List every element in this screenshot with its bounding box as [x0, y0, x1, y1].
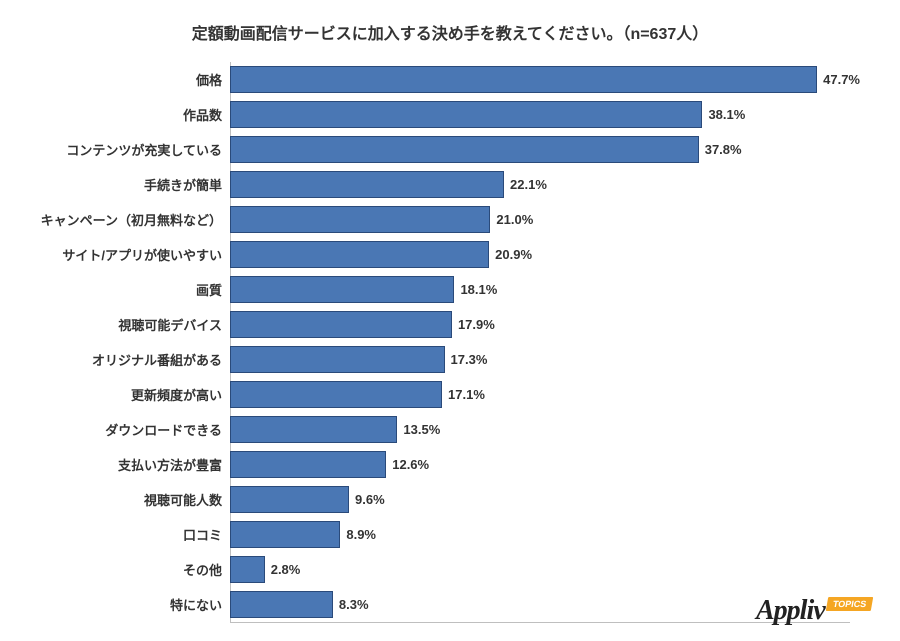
category-label: キャンペーン（初月無料など）	[40, 210, 230, 229]
value-label: 9.6%	[355, 492, 385, 507]
chart-bar	[230, 101, 702, 128]
bar-area: 2.8%	[230, 552, 860, 587]
value-label: 17.1%	[448, 387, 485, 402]
chart-row: 口コミ 8.9%	[40, 517, 860, 552]
chart-row: 支払い方法が豊富 12.6%	[40, 447, 860, 482]
chart-row: 作品数 38.1%	[40, 97, 860, 132]
chart-bar	[230, 521, 340, 548]
value-label: 22.1%	[510, 177, 547, 192]
chart-bar	[230, 276, 454, 303]
chart-bar	[230, 136, 699, 163]
chart-row: 手続きが簡単 22.1%	[40, 167, 860, 202]
chart-bar	[230, 556, 265, 583]
value-label: 17.9%	[458, 317, 495, 332]
category-label: 口コミ	[40, 525, 230, 544]
logo-badge: TOPICS	[825, 597, 873, 611]
category-label: コンテンツが充実している	[40, 140, 230, 159]
value-label: 13.5%	[403, 422, 440, 437]
value-label: 2.8%	[271, 562, 301, 577]
category-label: サイト/アプリが使いやすい	[40, 245, 230, 264]
category-label: 手続きが簡単	[40, 175, 230, 194]
bar-area: 37.8%	[230, 132, 860, 167]
bar-area: 17.3%	[230, 342, 860, 377]
bar-area: 17.9%	[230, 307, 860, 342]
category-label: 視聴可能デバイス	[40, 315, 230, 334]
chart-bar	[230, 416, 397, 443]
chart-bar	[230, 486, 349, 513]
chart-row: その他 2.8%	[40, 552, 860, 587]
value-label: 37.8%	[705, 142, 742, 157]
bar-area: 22.1%	[230, 167, 860, 202]
chart-row: キャンペーン（初月無料など） 21.0%	[40, 202, 860, 237]
bar-area: 38.1%	[230, 97, 860, 132]
chart-bar	[230, 451, 386, 478]
chart-row: サイト/アプリが使いやすい 20.9%	[40, 237, 860, 272]
category-label: 価格	[40, 70, 230, 89]
chart-row: オリジナル番組がある 17.3%	[40, 342, 860, 377]
category-label: その他	[40, 560, 230, 579]
chart-row: 視聴可能人数 9.6%	[40, 482, 860, 517]
chart-row: ダウンロードできる 13.5%	[40, 412, 860, 447]
chart-bar	[230, 206, 490, 233]
bar-area: 17.1%	[230, 377, 860, 412]
chart-title: 定額動画配信サービスに加入する決め手を教えてください。（n=637人）	[40, 20, 860, 44]
value-label: 17.3%	[451, 352, 488, 367]
category-label: 特にない	[40, 595, 230, 614]
chart-row: 特にない 8.3%	[40, 587, 860, 622]
category-label: 視聴可能人数	[40, 490, 230, 509]
bar-area: 9.6%	[230, 482, 860, 517]
value-label: 8.9%	[346, 527, 376, 542]
category-label: オリジナル番組がある	[40, 350, 230, 369]
bar-area: 12.6%	[230, 447, 860, 482]
chart-bar	[230, 381, 442, 408]
bar-area: 47.7%	[230, 62, 860, 97]
value-label: 20.9%	[495, 247, 532, 262]
chart-bar	[230, 66, 817, 93]
bar-area: 8.9%	[230, 517, 860, 552]
logo-text: Appliv	[756, 595, 825, 627]
category-label: ダウンロードできる	[40, 420, 230, 439]
category-label: 作品数	[40, 105, 230, 124]
category-label: 更新頻度が高い	[40, 385, 230, 404]
category-label: 支払い方法が豊富	[40, 455, 230, 474]
chart-bar	[230, 591, 333, 618]
chart-row: コンテンツが充実している 37.8%	[40, 132, 860, 167]
chart-row: 視聴可能デバイス 17.9%	[40, 307, 860, 342]
bar-area: 21.0%	[230, 202, 860, 237]
chart-plot-area: 価格 47.7% 作品数 38.1% コンテンツが充実している 37.8% 手続きが簡単 22…	[40, 62, 860, 622]
value-label: 18.1%	[460, 282, 497, 297]
value-label: 38.1%	[708, 107, 745, 122]
appliv-logo: Appliv TOPICS	[756, 595, 872, 627]
chart-bar	[230, 311, 452, 338]
chart-row: 更新頻度が高い 17.1%	[40, 377, 860, 412]
chart-bar	[230, 241, 489, 268]
chart-row: 画質 18.1%	[40, 272, 860, 307]
chart-bar	[230, 346, 445, 373]
bar-area: 18.1%	[230, 272, 860, 307]
chart-container: 定額動画配信サービスに加入する決め手を教えてください。（n=637人） 価格 47…	[0, 0, 900, 641]
value-label: 21.0%	[496, 212, 533, 227]
bar-area: 13.5%	[230, 412, 860, 447]
value-label: 12.6%	[392, 457, 429, 472]
category-label: 画質	[40, 280, 230, 299]
value-label: 47.7%	[823, 72, 860, 87]
chart-row: 価格 47.7%	[40, 62, 860, 97]
chart-bar	[230, 171, 504, 198]
value-label: 8.3%	[339, 597, 369, 612]
bar-area: 20.9%	[230, 237, 860, 272]
